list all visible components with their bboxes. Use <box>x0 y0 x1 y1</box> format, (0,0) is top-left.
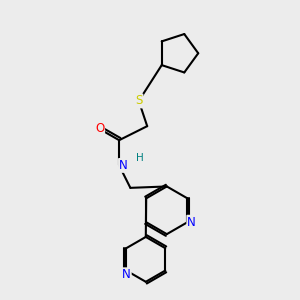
Text: O: O <box>95 122 104 136</box>
Text: N: N <box>122 268 131 281</box>
Text: N: N <box>119 159 128 172</box>
Text: S: S <box>135 94 142 107</box>
Text: N: N <box>187 216 196 229</box>
Text: H: H <box>136 153 144 164</box>
